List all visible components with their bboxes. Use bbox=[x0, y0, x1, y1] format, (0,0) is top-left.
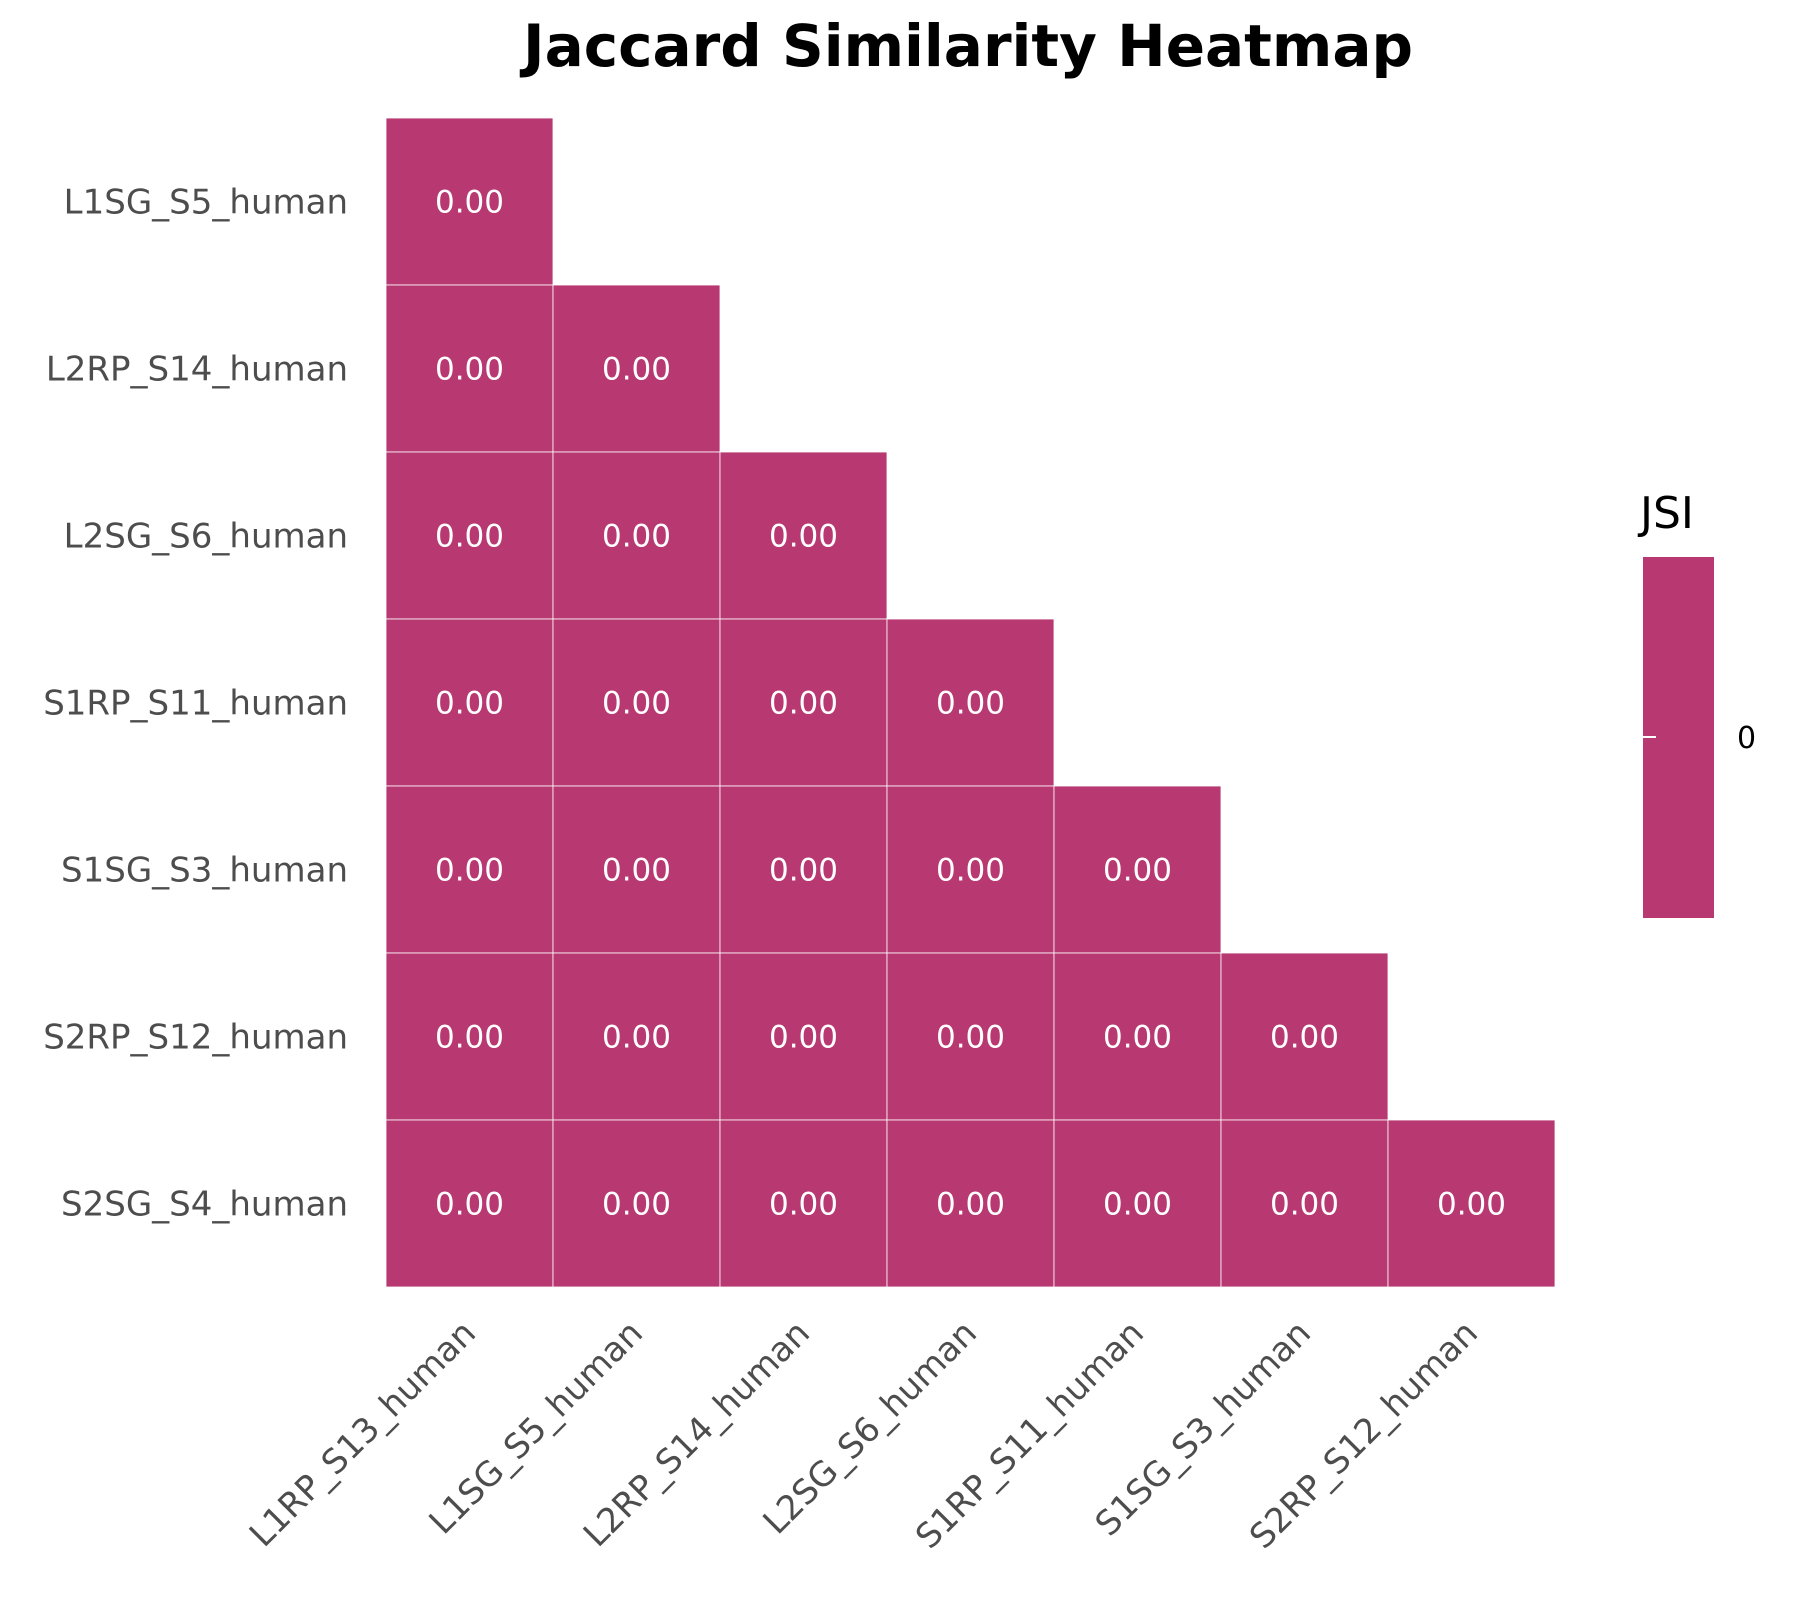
cell-value-label: 0.00 bbox=[936, 1020, 1005, 1056]
cell-value-label: 0.00 bbox=[769, 1020, 838, 1056]
cell-value-label: 0.00 bbox=[936, 1187, 1005, 1223]
cell-value-label: 0.00 bbox=[1103, 1187, 1172, 1223]
heatmap-cell bbox=[552, 451, 721, 620]
y-tick-label: S2RP_S12_human bbox=[43, 1018, 348, 1058]
chart-title: Jaccard Similarity Heatmap bbox=[519, 12, 1413, 80]
heatmap-cell bbox=[886, 1119, 1055, 1288]
colorbar-title: JSI bbox=[1637, 488, 1694, 539]
heatmap-cell bbox=[886, 952, 1055, 1121]
heatmap-cell bbox=[552, 952, 721, 1121]
heatmap-cell bbox=[385, 284, 554, 453]
cell-value-label: 0.00 bbox=[1103, 853, 1172, 889]
heatmap-cell bbox=[1220, 952, 1389, 1121]
y-axis-labels: L1SG_S5_human L2RP_S14_human L2SG_S6_human… bbox=[43, 183, 348, 1225]
heatmap-cell bbox=[719, 451, 888, 620]
heatmap-cell bbox=[1220, 1119, 1389, 1288]
y-tick-label: S1RP_S11_human bbox=[43, 684, 348, 724]
cell-value-label: 0.00 bbox=[769, 1187, 838, 1223]
heatmap-cell bbox=[552, 284, 721, 453]
heatmap-cell bbox=[1053, 1119, 1222, 1288]
heatmap-cell bbox=[385, 1119, 554, 1288]
cell-value-label: 0.00 bbox=[936, 853, 1005, 889]
colorbar-tick-label: 0 bbox=[1737, 721, 1756, 756]
heatmap-cell bbox=[552, 1119, 721, 1288]
cell-value-label: 0.00 bbox=[435, 853, 504, 889]
y-tick-label: L1SG_S5_human bbox=[64, 183, 348, 223]
cell-value-label: 0.00 bbox=[435, 686, 504, 722]
cell-value-label: 0.00 bbox=[769, 519, 838, 555]
heatmap-cell bbox=[719, 785, 888, 954]
heatmap-cell bbox=[552, 785, 721, 954]
colorbar: JSI 0 bbox=[1637, 488, 1756, 918]
cell-value-label: 0.00 bbox=[769, 686, 838, 722]
heatmap-cells: 0.00 0.00 0.00 0.00 0.00 0.00 0.00 0.00 0.00 0.00… bbox=[385, 117, 1556, 1288]
cell-value-label: 0.00 bbox=[602, 1187, 671, 1223]
cell-value-label: 0.00 bbox=[435, 519, 504, 555]
cell-value-label: 0.00 bbox=[1270, 1020, 1339, 1056]
y-tick-label: L2RP_S14_human bbox=[46, 350, 348, 390]
cell-value-label: 0.00 bbox=[435, 352, 504, 388]
cell-value-label: 0.00 bbox=[1270, 1187, 1339, 1223]
heatmap-cell bbox=[1387, 1119, 1556, 1288]
cell-value-label: 0.00 bbox=[769, 853, 838, 889]
x-axis-labels: L1RP_S13_humanL1SG_S5_humanL2RP_S14_huma… bbox=[242, 1313, 1486, 1557]
cell-value-label: 0.00 bbox=[602, 686, 671, 722]
y-tick-label: S1SG_S3_human bbox=[61, 851, 348, 891]
cell-value-label: 0.00 bbox=[602, 352, 671, 388]
y-tick-label: L2SG_S6_human bbox=[64, 517, 348, 557]
heatmap-cell bbox=[385, 952, 554, 1121]
heatmap-cell bbox=[886, 618, 1055, 787]
cell-value-label: 0.00 bbox=[1103, 1020, 1172, 1056]
cell-value-label: 0.00 bbox=[435, 1187, 504, 1223]
cell-value-label: 0.00 bbox=[435, 1020, 504, 1056]
heatmap-cell bbox=[385, 451, 554, 620]
cell-value-label: 0.00 bbox=[435, 185, 504, 221]
cell-value-label: 0.00 bbox=[602, 853, 671, 889]
heatmap-cell bbox=[552, 618, 721, 787]
heatmap-cell bbox=[719, 952, 888, 1121]
heatmap-cell bbox=[886, 785, 1055, 954]
heatmap-cell bbox=[385, 117, 554, 286]
cell-value-label: 0.00 bbox=[936, 686, 1005, 722]
colorbar-ticks: 0 bbox=[1643, 721, 1756, 756]
y-tick-label: S2SG_S4_human bbox=[61, 1185, 348, 1225]
heatmap-cell bbox=[385, 618, 554, 787]
heatmap-cell bbox=[1053, 952, 1222, 1121]
heatmap-cell bbox=[1053, 785, 1222, 954]
cell-value-label: 0.00 bbox=[1437, 1187, 1506, 1223]
cell-value-label: 0.00 bbox=[602, 1020, 671, 1056]
cell-value-label: 0.00 bbox=[602, 519, 671, 555]
